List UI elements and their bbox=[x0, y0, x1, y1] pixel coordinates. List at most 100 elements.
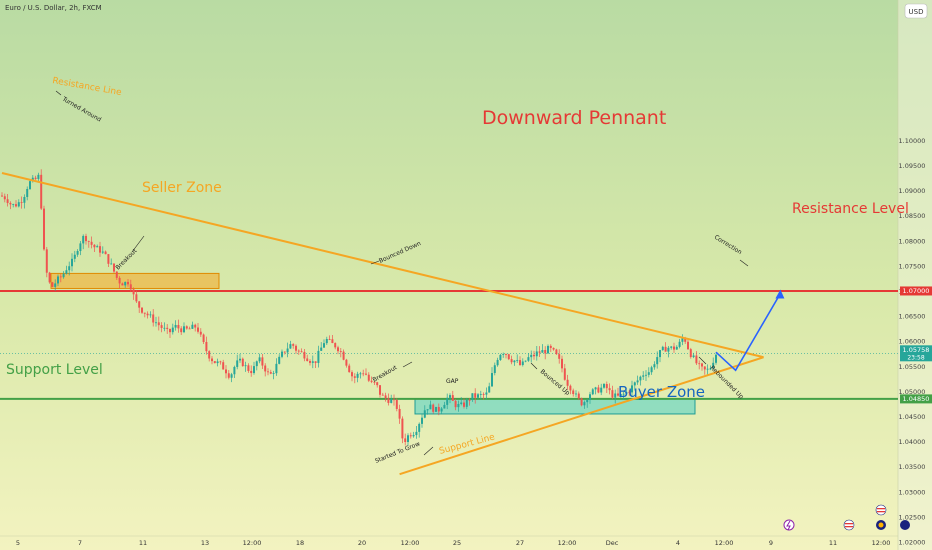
candle-body bbox=[272, 373, 275, 374]
candle-body bbox=[404, 438, 407, 443]
candle-body bbox=[278, 356, 281, 364]
candle-body bbox=[496, 359, 499, 366]
candle-body bbox=[194, 324, 197, 328]
currency-button[interactable]: USD bbox=[904, 3, 928, 19]
candle-body bbox=[65, 270, 68, 274]
candle-body bbox=[505, 354, 507, 355]
us-flag-stripes-icon-4 bbox=[877, 511, 885, 513]
candle-body bbox=[345, 359, 348, 366]
candle-body bbox=[715, 354, 717, 363]
candle-body bbox=[701, 363, 703, 367]
candle-body bbox=[241, 358, 244, 367]
seller-zone-label: Seller Zone bbox=[142, 180, 222, 196]
candle-body bbox=[334, 343, 337, 348]
candle-body bbox=[362, 373, 365, 375]
candle-body bbox=[264, 365, 267, 372]
candle-body bbox=[656, 357, 659, 365]
price-tick-label: 1.02000 bbox=[899, 538, 926, 546]
candle-body bbox=[135, 294, 138, 302]
price-tick-label: 1.10000 bbox=[899, 137, 926, 145]
support-level-label: Support Level bbox=[6, 362, 103, 378]
candle-body bbox=[37, 174, 40, 179]
candle-body bbox=[493, 365, 496, 374]
candle-body bbox=[563, 368, 566, 380]
candle-body bbox=[384, 395, 387, 399]
lightning-event-icon[interactable] bbox=[783, 519, 795, 531]
candle-body bbox=[286, 348, 289, 353]
candle-body bbox=[6, 199, 9, 203]
candle-body bbox=[695, 355, 698, 364]
candle-body bbox=[628, 391, 631, 393]
candle-body bbox=[647, 372, 650, 375]
candle-body bbox=[367, 374, 370, 381]
candle-body bbox=[482, 394, 485, 396]
candle-body bbox=[544, 350, 547, 354]
candle-body bbox=[34, 177, 37, 179]
partial-event-icon[interactable] bbox=[900, 520, 910, 530]
candle-body bbox=[325, 338, 328, 344]
globe-event-icon-inner bbox=[878, 522, 884, 528]
price-tick-label: 1.06500 bbox=[899, 313, 926, 321]
candle-body bbox=[432, 404, 435, 412]
us-flag-event-icon-top[interactable] bbox=[875, 504, 887, 516]
candle-body bbox=[85, 235, 87, 242]
candle-body bbox=[645, 374, 647, 376]
candle-body bbox=[443, 404, 446, 409]
candle-body bbox=[90, 241, 93, 245]
us-flag-event-icon[interactable] bbox=[843, 519, 855, 531]
candle-body bbox=[577, 393, 580, 399]
candle-body bbox=[59, 276, 62, 278]
candle-body bbox=[9, 202, 12, 205]
candle-body bbox=[115, 271, 118, 278]
currency-button-label[interactable]: USD bbox=[909, 8, 924, 16]
time-axis: 5 7 11 13 12:00 18 20 12:00 25 27 12:00 Dec 4 12:00 9 1… bbox=[16, 539, 890, 547]
candle-body bbox=[586, 399, 589, 403]
candle-body bbox=[191, 324, 194, 329]
candle-body bbox=[82, 235, 85, 244]
candle-body bbox=[157, 322, 160, 326]
candle-body bbox=[17, 202, 20, 207]
price-tick-label: 1.05000 bbox=[899, 388, 926, 396]
candle-body bbox=[667, 347, 670, 352]
candle-body bbox=[549, 345, 552, 348]
price-axis-panel bbox=[898, 0, 932, 550]
seller-zone-box bbox=[50, 272, 220, 289]
candle-body bbox=[418, 423, 421, 432]
candle-body bbox=[527, 357, 530, 361]
candle-body bbox=[379, 385, 381, 395]
event-icons[interactable] bbox=[783, 504, 910, 531]
candle-body bbox=[239, 358, 241, 361]
candle-body bbox=[267, 371, 269, 373]
candle-body bbox=[407, 435, 409, 443]
candle-body bbox=[675, 346, 678, 350]
candle-body bbox=[712, 362, 715, 369]
candle-body bbox=[188, 328, 191, 330]
candle-body bbox=[51, 282, 54, 287]
candle-body bbox=[143, 312, 146, 314]
candle-body bbox=[57, 276, 59, 284]
candle-body bbox=[110, 263, 113, 265]
candle-body bbox=[555, 349, 558, 355]
price-tick-label: 1.03000 bbox=[899, 488, 926, 496]
candle-body bbox=[703, 366, 706, 370]
price-tick-label: 1.04500 bbox=[899, 413, 926, 421]
candle-body bbox=[197, 327, 199, 332]
resistance-trend-line bbox=[1, 172, 764, 359]
candle-body bbox=[121, 283, 124, 286]
candle-body bbox=[107, 254, 110, 264]
candle-body bbox=[20, 202, 23, 203]
candle-body bbox=[300, 351, 303, 353]
candle-body bbox=[113, 263, 115, 272]
candle-body bbox=[183, 326, 185, 333]
candle-body bbox=[689, 349, 692, 358]
candle-body bbox=[519, 360, 521, 366]
candle-body bbox=[351, 372, 353, 377]
candle-body bbox=[29, 181, 31, 189]
candle-body bbox=[155, 322, 157, 324]
candle-body bbox=[460, 402, 463, 404]
candle-body bbox=[619, 394, 622, 396]
svg-text:1.04850: 1.04850 bbox=[903, 395, 930, 403]
candlestick-series bbox=[1, 169, 717, 446]
